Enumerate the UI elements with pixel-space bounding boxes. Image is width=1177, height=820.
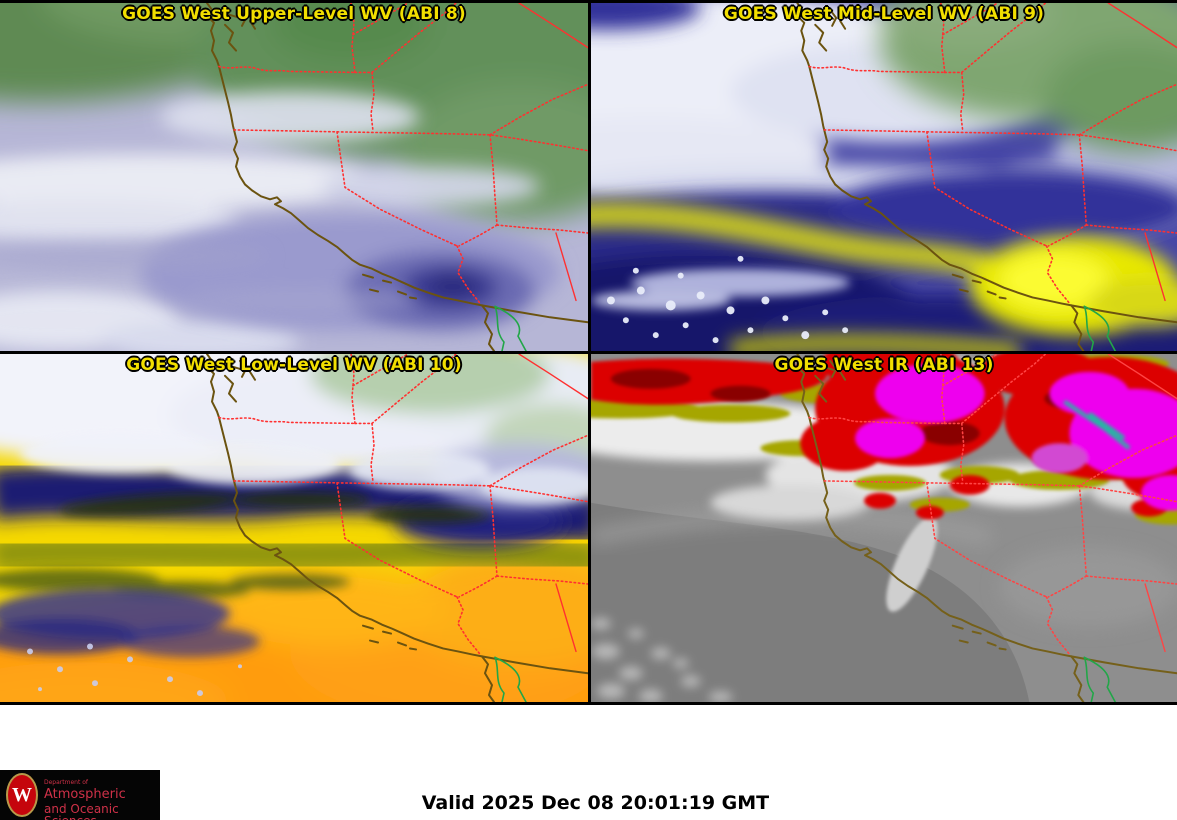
satellite-panel-abi9 <box>591 3 1177 351</box>
valid-timestamp: Valid 2025 Dec 08 20:01:19 GMT <box>421 792 770 814</box>
uw-crest-icon: W <box>6 773 38 817</box>
logo-name-line2: and Oceanic Sciences <box>44 802 119 820</box>
satellite-panel-abi8 <box>0 3 588 351</box>
crest-letter: W <box>12 784 32 806</box>
logo-dept-line: Department of <box>44 779 88 786</box>
colorbar-strip: 175 200 225 250 275 300 325 175 200 225 … <box>0 705 1177 820</box>
panel-grid: GOES West Upper-Level WV (ABI 8) GOES We… <box>0 0 1177 705</box>
satellite-panel-abi13 <box>591 354 1177 702</box>
aos-department-logo: W Department of Atmospheric and Oceanic … <box>0 770 160 820</box>
satellite-panel-abi10 <box>0 354 588 702</box>
logo-name-line1: Atmospheric <box>44 787 126 802</box>
